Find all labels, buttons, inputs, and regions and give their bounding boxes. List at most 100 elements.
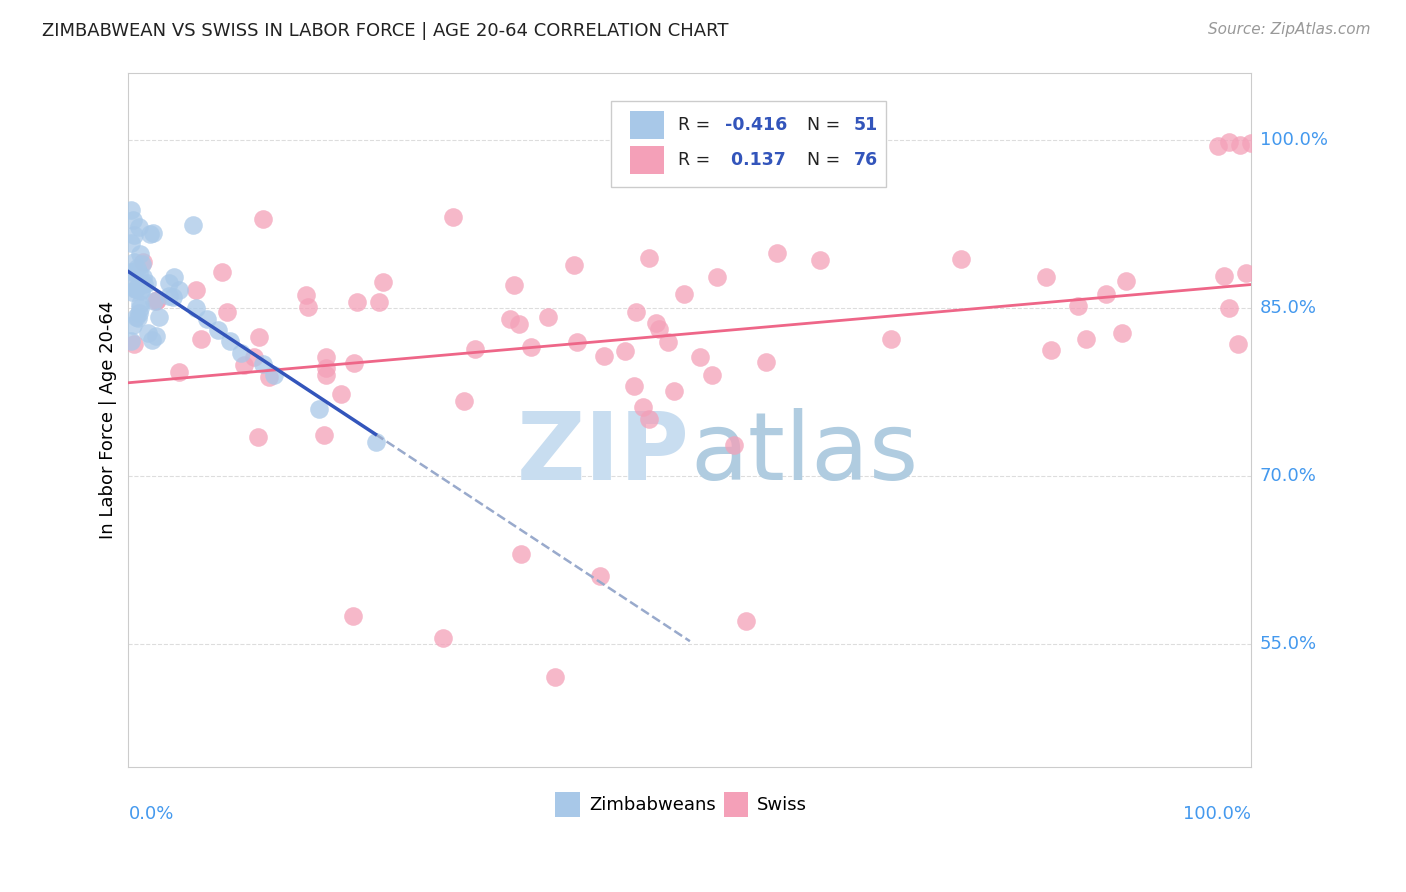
- Point: [638, 251, 661, 265]
- Point: [257, 369, 280, 384]
- Point: [537, 310, 560, 324]
- Point: [1111, 326, 1133, 341]
- FancyBboxPatch shape: [630, 112, 664, 139]
- Point: [315, 361, 337, 376]
- Point: [190, 332, 212, 346]
- Point: [128, 306, 150, 320]
- Point: [755, 354, 778, 368]
- Text: 0.137: 0.137: [724, 151, 786, 169]
- Y-axis label: In Labor Force | Age 20-64: In Labor Force | Age 20-64: [100, 301, 117, 539]
- Point: [342, 608, 364, 623]
- Point: [252, 212, 274, 227]
- Text: 51: 51: [853, 116, 879, 134]
- Point: [441, 210, 464, 224]
- Point: [1095, 286, 1118, 301]
- Point: [346, 295, 368, 310]
- Text: 100.0%: 100.0%: [1260, 131, 1327, 149]
- Point: [432, 631, 454, 645]
- Point: [638, 412, 661, 426]
- Text: -0.416: -0.416: [724, 116, 787, 134]
- Point: [808, 252, 831, 267]
- Point: [181, 218, 204, 232]
- Point: [120, 265, 142, 279]
- Point: [1040, 343, 1063, 358]
- Text: ZIP: ZIP: [517, 409, 690, 500]
- Point: [503, 278, 526, 293]
- Text: N =: N =: [807, 151, 845, 169]
- Point: [294, 287, 316, 301]
- Point: [218, 334, 240, 349]
- Text: R =: R =: [678, 151, 716, 169]
- Point: [131, 257, 153, 271]
- Point: [145, 293, 167, 308]
- Point: [1218, 136, 1240, 150]
- Point: [122, 336, 145, 351]
- Point: [520, 340, 543, 354]
- Point: [122, 264, 145, 278]
- Point: [565, 334, 588, 349]
- FancyBboxPatch shape: [724, 792, 748, 817]
- Point: [880, 332, 903, 346]
- Text: ZIMBABWEAN VS SWISS IN LABOR FORCE | AGE 20-64 CORRELATION CHART: ZIMBABWEAN VS SWISS IN LABOR FORCE | AGE…: [42, 22, 728, 40]
- Point: [148, 310, 170, 324]
- Point: [1240, 136, 1263, 151]
- Point: [368, 294, 391, 309]
- Text: Zimbabweans: Zimbabweans: [589, 796, 716, 814]
- Point: [562, 258, 585, 272]
- Point: [122, 255, 145, 269]
- Point: [624, 305, 647, 319]
- Point: [1227, 337, 1250, 351]
- Point: [623, 379, 645, 393]
- Point: [136, 326, 159, 341]
- Point: [702, 368, 724, 382]
- Point: [614, 344, 637, 359]
- Point: [343, 356, 366, 370]
- Point: [312, 428, 335, 442]
- Point: [167, 365, 190, 379]
- Point: [129, 246, 152, 260]
- Text: atlas: atlas: [690, 409, 918, 500]
- Point: [129, 285, 152, 299]
- Point: [315, 368, 337, 383]
- Point: [157, 276, 180, 290]
- Point: [297, 300, 319, 314]
- Point: [1229, 137, 1251, 152]
- Point: [122, 227, 145, 242]
- Point: [141, 333, 163, 347]
- Point: [211, 265, 233, 279]
- Point: [146, 293, 169, 308]
- Point: [132, 277, 155, 291]
- Point: [633, 400, 655, 414]
- Point: [195, 312, 218, 326]
- Point: [125, 260, 148, 275]
- Point: [252, 357, 274, 371]
- Point: [453, 394, 475, 409]
- Point: [1218, 301, 1240, 316]
- Point: [1234, 266, 1257, 280]
- Point: [120, 278, 142, 293]
- Point: [657, 334, 679, 349]
- Text: N =: N =: [807, 116, 845, 134]
- Point: [124, 282, 146, 296]
- Point: [215, 304, 238, 318]
- Point: [1206, 138, 1229, 153]
- Point: [132, 269, 155, 284]
- Point: [136, 276, 159, 290]
- Point: [949, 252, 972, 267]
- Point: [125, 310, 148, 325]
- Point: [184, 301, 207, 315]
- Point: [689, 351, 711, 365]
- Point: [1213, 269, 1236, 284]
- Point: [145, 329, 167, 343]
- Point: [120, 334, 142, 349]
- Point: [371, 275, 394, 289]
- Point: [329, 386, 352, 401]
- Point: [589, 569, 612, 583]
- FancyBboxPatch shape: [555, 792, 579, 817]
- Point: [132, 255, 155, 269]
- Point: [120, 202, 142, 217]
- FancyBboxPatch shape: [630, 145, 664, 174]
- Point: [229, 345, 252, 359]
- Point: [464, 342, 486, 356]
- Point: [233, 358, 256, 372]
